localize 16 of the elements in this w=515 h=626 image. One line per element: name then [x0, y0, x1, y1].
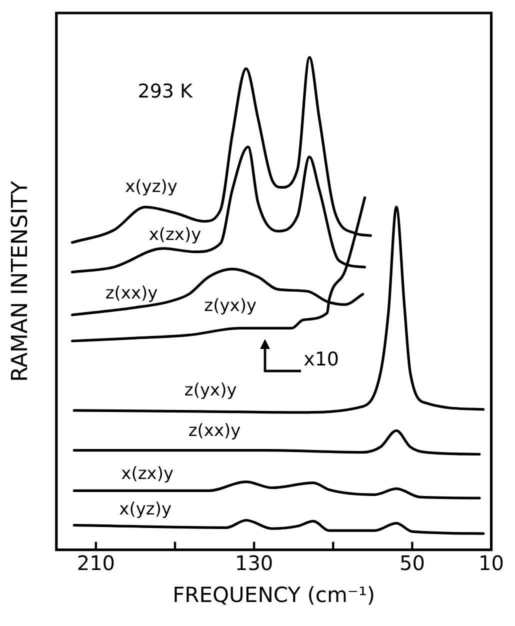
- series-label: x(yz)y: [119, 499, 172, 520]
- annotation: x10: [304, 348, 339, 371]
- series-label: z(xx)y: [188, 421, 241, 442]
- x-tick-label: 210: [76, 551, 116, 576]
- series-label: z(yx)y: [204, 296, 257, 316]
- series-label: z(yx)y: [184, 380, 237, 401]
- series-label: x(zx)y: [148, 225, 202, 246]
- x-tick-label: 10: [478, 551, 504, 576]
- series-label: x(yz)y: [125, 176, 178, 197]
- x-tick-label: 50: [399, 551, 425, 576]
- series-label: x(zx)y: [121, 464, 174, 484]
- series-label: z(xx)y: [105, 284, 158, 304]
- y-axis-title: RAMAN INTENSITY: [8, 180, 33, 382]
- x-tick-label: 130: [234, 551, 274, 576]
- x-axis-title: FREQUENCY (cm⁻¹): [172, 582, 376, 607]
- annotation: 293 K: [138, 80, 194, 103]
